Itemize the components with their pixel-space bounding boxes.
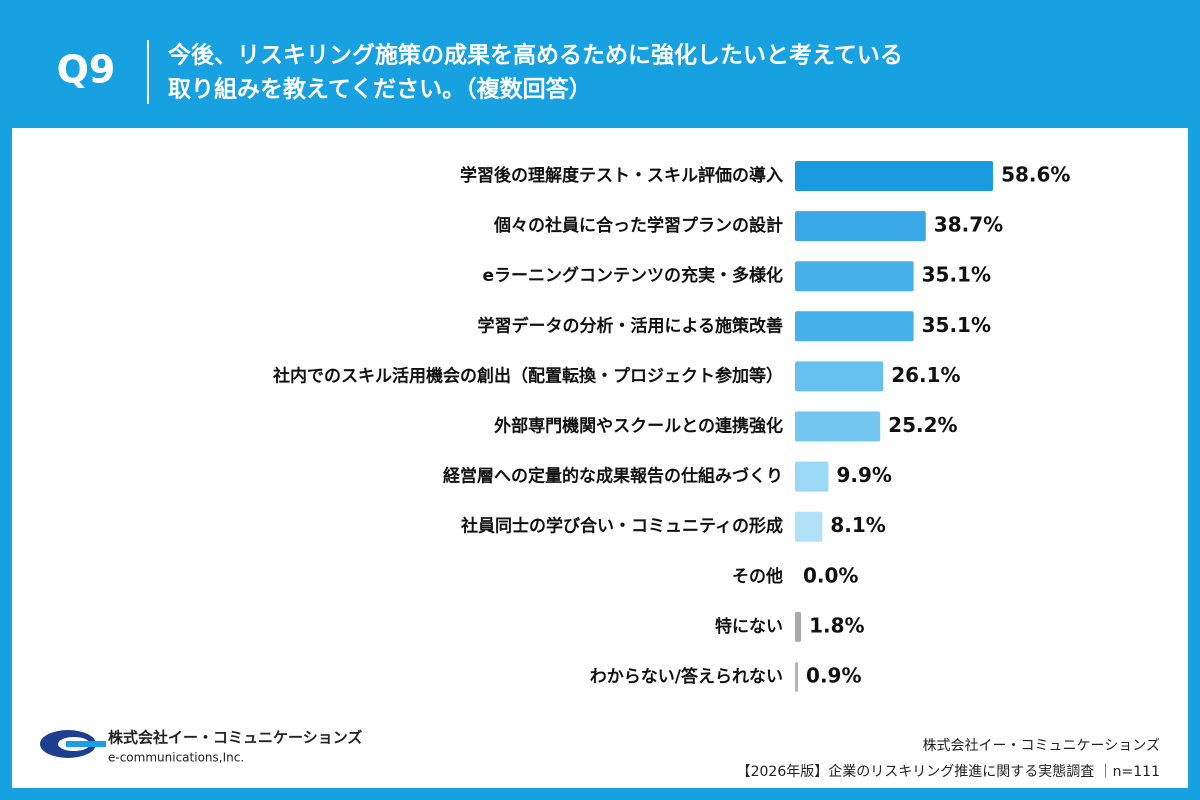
chart-title: 取り組みを教えてください。（複数回答） xyxy=(168,76,592,103)
bar xyxy=(795,161,994,191)
bar xyxy=(795,662,799,692)
category-label: eラーニングコンテンツの充実・多様化 xyxy=(482,265,783,286)
value-label: 1.8% xyxy=(809,613,864,637)
bar xyxy=(795,611,802,642)
panel xyxy=(12,128,1188,788)
value-label: 58.6% xyxy=(1001,163,1070,187)
logo-mark xyxy=(66,741,106,747)
category-label: 経営層への定量的な成果報告の仕組みづくり xyxy=(443,466,783,487)
category-label: 社員同士の学び合い・コミュニティの形成 xyxy=(460,516,783,537)
footer-company: 株式会社イー・コミュニケーションズ xyxy=(923,738,1160,754)
logo-name: 株式会社イー・コミュニケーションズ xyxy=(108,729,362,747)
bar xyxy=(795,411,881,442)
category-label: 学習データの分析・活用による施策改善 xyxy=(478,315,784,336)
bar xyxy=(795,361,884,392)
value-label: 35.1% xyxy=(922,313,991,337)
category-label: 特にない xyxy=(715,616,783,637)
bar xyxy=(795,311,914,342)
category-label: わからない/答えられない xyxy=(590,666,783,687)
category-label: 社内でのスキル活用機会の創出（配置転換・プロジェクト参加等） xyxy=(272,365,783,386)
bar xyxy=(795,461,829,492)
value-label: 35.1% xyxy=(922,263,991,287)
logo-english: e-communications,Inc. xyxy=(108,751,244,765)
bar xyxy=(795,261,914,292)
footer-survey: 【2026年版】企業のリスキリング推進に関する実態調査 ｜n=111 xyxy=(737,763,1160,780)
bar xyxy=(795,211,926,242)
category-label: 学習後の理解度テスト・スキル評価の導入 xyxy=(460,165,783,186)
question-label: Q9 xyxy=(57,48,116,92)
value-label: 25.2% xyxy=(888,413,957,437)
value-label: 9.9% xyxy=(836,463,891,487)
category-label: その他 xyxy=(732,566,783,587)
value-label: 8.1% xyxy=(830,513,885,537)
value-label: 0.0% xyxy=(803,563,858,587)
bar xyxy=(795,511,823,542)
value-label: 0.9% xyxy=(806,664,861,688)
value-label: 38.7% xyxy=(934,213,1003,237)
category-label: 外部専門機関やスクールとの連携強化 xyxy=(494,416,783,437)
logo xyxy=(40,730,106,758)
chart-title: 今後、リスキリング施策の成果を高めるために強化したいと考えている xyxy=(168,42,903,69)
value-label: 26.1% xyxy=(891,363,960,387)
category-label: 個々の社員に合った学習プランの設計 xyxy=(493,215,783,236)
